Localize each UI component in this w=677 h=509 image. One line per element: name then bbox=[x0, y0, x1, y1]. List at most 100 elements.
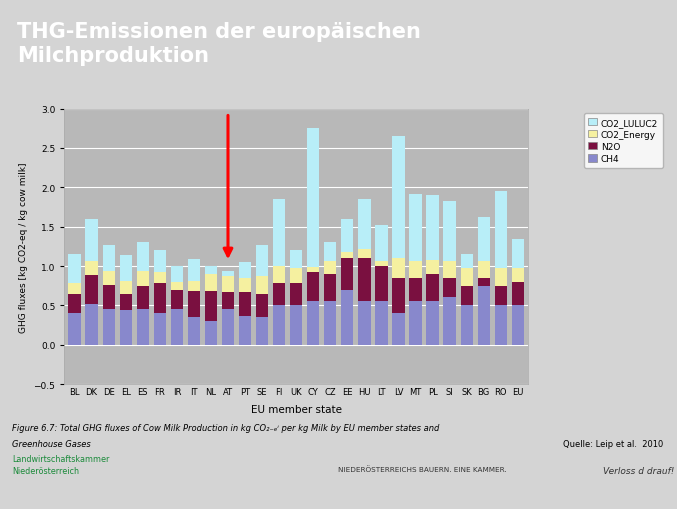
Bar bbox=[477, 278, 490, 286]
Bar bbox=[375, 225, 387, 261]
Bar bbox=[256, 318, 268, 345]
Bar bbox=[460, 306, 473, 345]
Bar bbox=[120, 256, 132, 281]
Bar bbox=[239, 263, 251, 278]
Bar bbox=[102, 271, 115, 286]
Bar bbox=[102, 245, 115, 271]
Bar bbox=[495, 192, 507, 268]
Bar bbox=[273, 267, 285, 284]
Bar bbox=[85, 219, 97, 262]
Bar bbox=[375, 267, 387, 302]
Bar bbox=[324, 261, 336, 274]
Bar bbox=[393, 137, 405, 259]
X-axis label: EU member state: EU member state bbox=[250, 404, 342, 414]
Bar bbox=[85, 304, 97, 345]
Bar bbox=[341, 259, 353, 290]
Bar bbox=[358, 249, 370, 259]
Bar bbox=[375, 261, 387, 267]
Text: Greenhouse Gases: Greenhouse Gases bbox=[12, 439, 91, 448]
Y-axis label: GHG fluxes [kg CO2-eq / kg cow milk]: GHG fluxes [kg CO2-eq / kg cow milk] bbox=[19, 162, 28, 332]
Bar bbox=[222, 309, 234, 345]
Bar bbox=[393, 259, 405, 278]
Bar bbox=[410, 302, 422, 345]
Text: Verloss d drauf!: Verloss d drauf! bbox=[603, 466, 674, 475]
Bar bbox=[512, 269, 524, 282]
Bar bbox=[358, 302, 370, 345]
Bar bbox=[239, 292, 251, 316]
Bar bbox=[154, 314, 166, 345]
Bar bbox=[171, 309, 183, 345]
Bar bbox=[290, 251, 303, 268]
Bar bbox=[256, 277, 268, 294]
Bar bbox=[120, 281, 132, 295]
Bar bbox=[427, 274, 439, 302]
Legend: CO2_LULUC2, CO2_Energy, N2O, CH4: CO2_LULUC2, CO2_Energy, N2O, CH4 bbox=[584, 114, 663, 168]
Bar bbox=[324, 302, 336, 345]
Bar bbox=[154, 284, 166, 314]
Text: Landwirtschaftskammer
Niederösterreich: Landwirtschaftskammer Niederösterreich bbox=[12, 454, 110, 475]
Text: Figure 6.7: Total GHG fluxes of Cow Milk Production in kg CO₂₋ₑⁱ per kg Milk by : Figure 6.7: Total GHG fluxes of Cow Milk… bbox=[12, 423, 439, 433]
Bar bbox=[460, 286, 473, 306]
Bar bbox=[341, 219, 353, 252]
Bar bbox=[307, 128, 320, 267]
Bar bbox=[222, 277, 234, 292]
Bar bbox=[273, 306, 285, 345]
Bar bbox=[68, 283, 81, 294]
Bar bbox=[171, 282, 183, 290]
Bar bbox=[460, 254, 473, 269]
Bar bbox=[171, 267, 183, 282]
Text: Quelle: Leip et al.  2010: Quelle: Leip et al. 2010 bbox=[563, 439, 663, 448]
Bar bbox=[154, 273, 166, 284]
Text: THG-Emissionen der europäischen
Milchproduktion: THG-Emissionen der europäischen Milchpro… bbox=[17, 22, 421, 66]
Bar bbox=[512, 306, 524, 345]
Bar bbox=[239, 278, 251, 292]
Bar bbox=[137, 271, 149, 287]
Bar bbox=[222, 292, 234, 309]
Bar bbox=[375, 302, 387, 345]
Bar bbox=[427, 196, 439, 260]
Bar bbox=[68, 294, 81, 314]
Bar bbox=[477, 261, 490, 278]
Bar bbox=[256, 245, 268, 277]
Bar bbox=[273, 284, 285, 306]
Bar bbox=[512, 240, 524, 269]
Bar bbox=[222, 271, 234, 277]
Bar bbox=[307, 302, 320, 345]
Bar bbox=[443, 298, 456, 345]
Bar bbox=[307, 272, 320, 302]
Bar bbox=[512, 282, 524, 306]
Bar bbox=[273, 200, 285, 267]
Bar bbox=[495, 286, 507, 306]
Bar bbox=[341, 252, 353, 259]
Bar bbox=[205, 322, 217, 345]
Bar bbox=[393, 314, 405, 345]
Text: NIEDERÖSTERREICHS BAUERN. EINE KAMMER.: NIEDERÖSTERREICHS BAUERN. EINE KAMMER. bbox=[338, 466, 507, 472]
Bar bbox=[410, 194, 422, 261]
Bar bbox=[171, 290, 183, 309]
Bar bbox=[188, 292, 200, 318]
Bar bbox=[102, 309, 115, 345]
Bar bbox=[495, 268, 507, 286]
Bar bbox=[68, 314, 81, 345]
Bar bbox=[137, 309, 149, 345]
Bar bbox=[324, 274, 336, 302]
Bar bbox=[188, 281, 200, 292]
Bar bbox=[410, 278, 422, 302]
Bar bbox=[137, 243, 149, 271]
Bar bbox=[102, 286, 115, 309]
Bar bbox=[85, 275, 97, 304]
Bar bbox=[443, 202, 456, 261]
Bar bbox=[290, 284, 303, 306]
Bar bbox=[290, 268, 303, 284]
Bar bbox=[307, 267, 320, 272]
Bar bbox=[256, 294, 268, 318]
Bar bbox=[341, 290, 353, 345]
Bar bbox=[358, 200, 370, 249]
Bar bbox=[154, 251, 166, 273]
Bar bbox=[120, 310, 132, 345]
Bar bbox=[324, 243, 336, 261]
Bar bbox=[495, 306, 507, 345]
Bar bbox=[460, 269, 473, 286]
Bar bbox=[205, 267, 217, 274]
Bar bbox=[120, 295, 132, 310]
